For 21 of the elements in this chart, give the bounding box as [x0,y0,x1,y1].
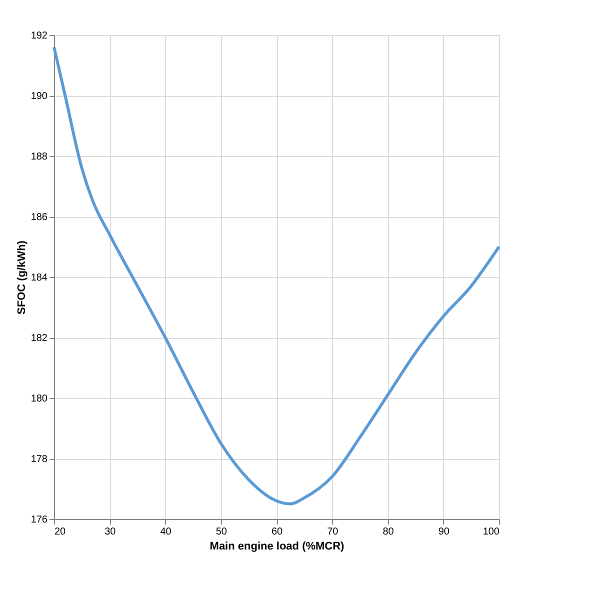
y-axis-title: SFOC (g/kWh) [16,240,28,314]
y-tick-label: 184 [30,272,48,284]
y-tick-label: 182 [30,333,48,344]
x-tick-label: 100 [482,526,500,538]
x-tick-label: 20 [54,526,66,538]
line-series [52,46,500,506]
y-tick-label: 180 [30,394,48,404]
x-tick-label: 60 [271,526,283,538]
y-tick-label: 186 [30,212,48,223]
y-tick-label: 188 [30,152,48,162]
x-axis-title: Main engine load (%MCR) [210,540,345,552]
x-tick-label: 80 [382,526,394,538]
y-tick-label: 176 [30,514,48,526]
y-tick-label: 190 [30,91,48,102]
x-tick-label: 40 [160,526,172,538]
x-tick-label: 30 [104,526,116,538]
y-tick-label: 178 [30,454,48,465]
y-tick-label: 192 [30,30,48,42]
x-tick-label: 50 [216,526,228,538]
x-tick-label: 70 [327,526,339,538]
x-tick-label: 90 [438,526,450,538]
